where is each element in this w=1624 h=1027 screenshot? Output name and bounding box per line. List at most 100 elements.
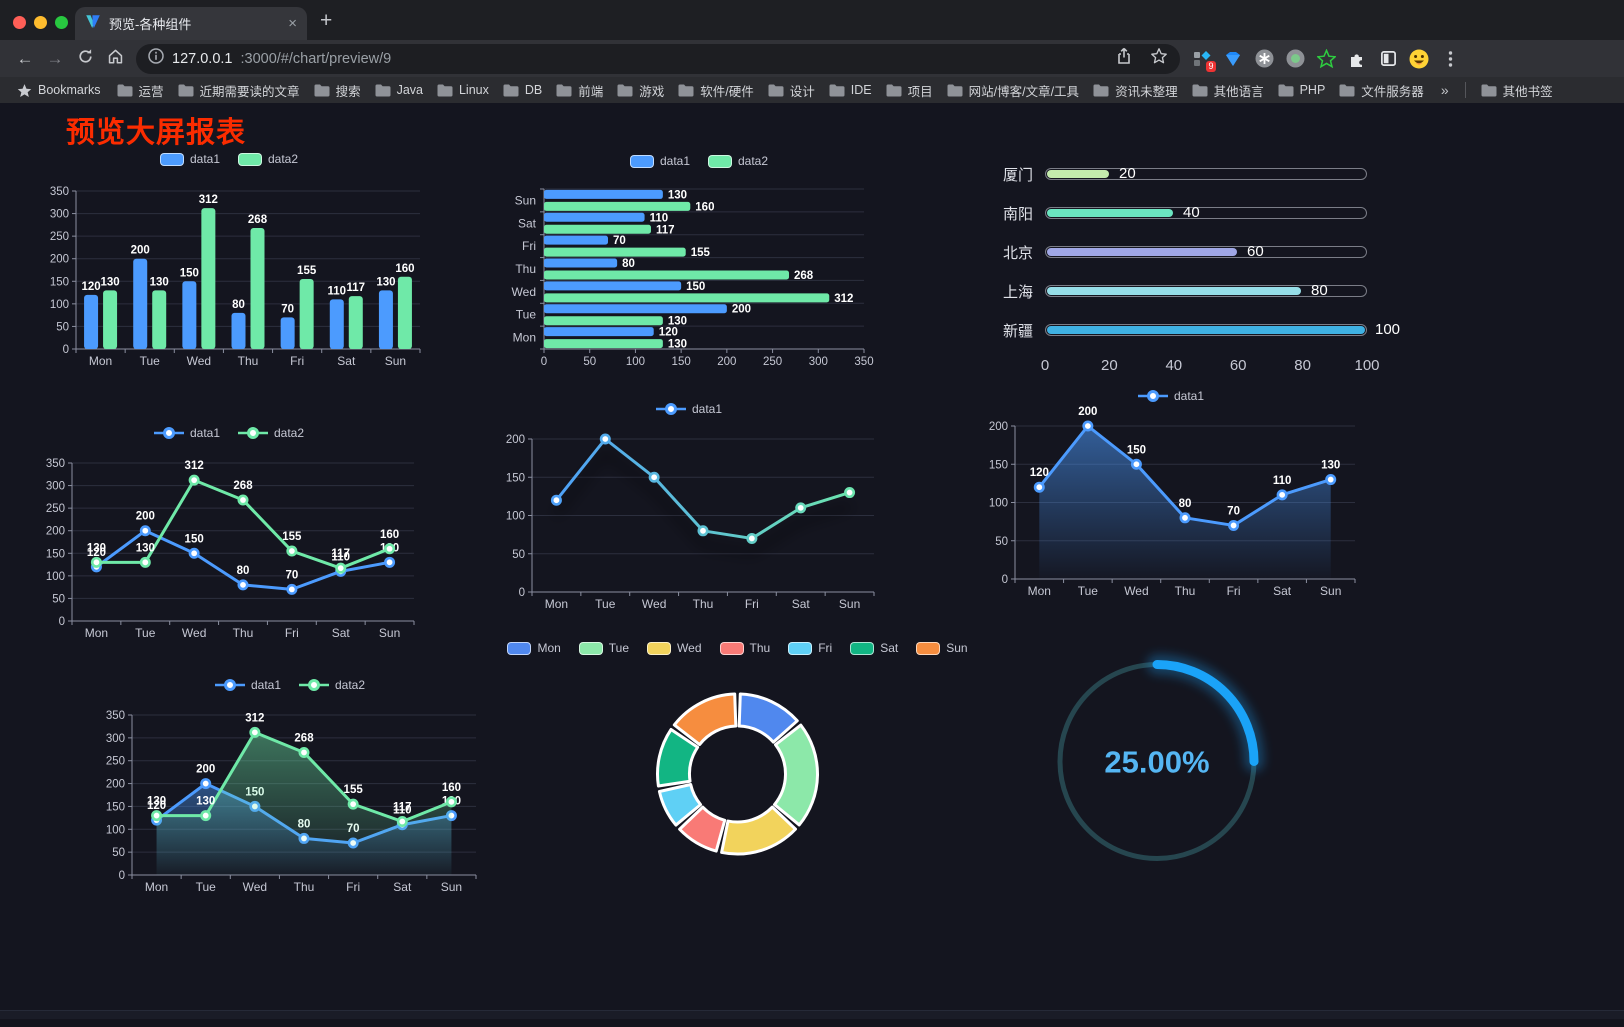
legend-item-data2[interactable]: data2 (708, 154, 768, 168)
bookmark-folder-PHP[interactable]: PHP (1271, 83, 1333, 97)
legend-item-data1[interactable]: data1 (153, 426, 220, 440)
legend-item-data2[interactable]: data2 (238, 152, 298, 166)
legend-item-data1[interactable]: data1 (629, 154, 690, 168)
svg-text:Wed: Wed (512, 285, 536, 299)
donut-slice-Wed[interactable] (720, 805, 797, 856)
bookmark-folder-资讯未整理[interactable]: 资讯未整理 (1086, 81, 1185, 100)
legend-item-Wed[interactable]: Wed (647, 641, 702, 655)
bookmark-folder-网站/博客/文章/工具[interactable]: 网站/博客/文章/工具 (940, 81, 1086, 100)
svg-text:268: 268 (294, 732, 314, 744)
svg-text:200: 200 (136, 511, 155, 523)
puzzle-extensions-icon[interactable] (1347, 49, 1367, 69)
svg-text:50: 50 (56, 321, 69, 333)
legend-item-Sun[interactable]: Sun (916, 641, 968, 655)
svg-text:Mon: Mon (513, 331, 536, 345)
progress-row-新疆: 新疆 100 (993, 317, 1400, 343)
extension-blocks-icon[interactable]: 9 (1192, 49, 1216, 72)
green-star-icon[interactable] (1316, 49, 1336, 69)
progress-label: 北京 (1002, 244, 1033, 262)
zoom-window-button[interactable] (55, 16, 68, 29)
green-dot-circle-icon[interactable] (1285, 49, 1305, 69)
svg-text:Wed: Wed (1124, 584, 1148, 598)
bookmark-folder-项目[interactable]: 项目 (879, 81, 940, 100)
bookmark-folders: 运营 近期需要读的文章 搜索 Java Linux DB 前端 游戏 软件/硬件 设计 IDE 项目网… (110, 81, 1431, 100)
active-tab[interactable]: 预览-各种组件 × (75, 7, 307, 40)
donut-slice-Sun[interactable] (672, 692, 738, 747)
donut-slice-Mon[interactable] (737, 692, 799, 744)
bookmark-folder-软件/硬件[interactable]: 软件/硬件 (671, 81, 760, 100)
bookmark-folder-IDE[interactable]: IDE (822, 83, 879, 97)
svg-text:350: 350 (46, 458, 65, 470)
bookmarks-manager[interactable]: Bookmarks (10, 83, 108, 98)
bookmark-folder-文件服务器[interactable]: 文件服务器 (1332, 81, 1431, 100)
legend-item-data1[interactable]: data1 (159, 152, 220, 166)
donut-slice-Fri[interactable] (657, 783, 703, 827)
address-bar[interactable]: 127.0.0.1:3000/#/chart/preview/9 (136, 43, 1180, 74)
other-bookmarks[interactable]: 其他书签 (1474, 81, 1560, 100)
site-info-icon[interactable] (148, 48, 164, 69)
bookmark-folder-设计[interactable]: 设计 (761, 81, 822, 100)
donut-slice-Sat[interactable] (656, 727, 700, 788)
chart-legend: data1 data2 (153, 423, 304, 443)
donut-slice-Thu[interactable] (678, 805, 727, 853)
svg-text:Tue: Tue (1078, 584, 1099, 598)
svg-text:110: 110 (1273, 475, 1292, 487)
donut-slice-Tue[interactable] (773, 723, 819, 827)
forward-icon[interactable]: → (46, 48, 64, 68)
progress-track: 60 (1045, 243, 1367, 260)
bookmark-star-icon[interactable] (1150, 47, 1168, 70)
legend-item-Tue[interactable]: Tue (578, 641, 629, 655)
svg-text:Sun: Sun (441, 880, 462, 894)
asterisk-circle-icon[interactable] (1254, 49, 1274, 69)
svg-text:Wed: Wed (642, 597, 666, 611)
svg-text:350: 350 (854, 356, 873, 368)
legend-item-data1[interactable]: data1 (1137, 389, 1204, 403)
minimize-window-button[interactable] (34, 16, 47, 29)
bookmark-folder-近期需要读的文章[interactable]: 近期需要读的文章 (171, 81, 307, 100)
svg-text:150: 150 (506, 472, 525, 484)
progress-row-北京: 北京 60 (993, 239, 1367, 265)
svg-text:130: 130 (668, 339, 687, 351)
bookmark-folder-运营[interactable]: 运营 (110, 81, 171, 100)
progress-value: 20 (1119, 165, 1136, 182)
bookmarks-overflow-chevron[interactable]: » (1440, 82, 1449, 98)
new-tab-button[interactable]: + (320, 9, 333, 32)
svg-text:130: 130 (668, 316, 687, 328)
legend-item-data2[interactable]: data2 (299, 678, 365, 692)
vue-devtools-gem-icon[interactable] (1223, 49, 1243, 69)
svg-text:0: 0 (519, 587, 525, 599)
svg-text:150: 150 (989, 459, 1008, 471)
svg-text:Thu: Thu (233, 626, 254, 640)
bookmark-folder-Java[interactable]: Java (368, 83, 430, 97)
reading-list-icon[interactable] (1378, 49, 1398, 69)
svg-text:120: 120 (87, 547, 106, 559)
legend-item-data1[interactable]: data1 (214, 678, 281, 692)
legend-item-data2[interactable]: data2 (238, 426, 304, 440)
extensions-area: 9 (1192, 49, 1460, 72)
legend-item-Mon[interactable]: Mon (507, 641, 561, 655)
legend-item-data1[interactable]: data1 (655, 402, 722, 416)
bookmark-folder-搜索[interactable]: 搜索 (307, 81, 368, 100)
legend-item-Thu[interactable]: Thu (719, 641, 770, 655)
kebab-menu-icon[interactable] (1440, 49, 1460, 69)
close-window-button[interactable] (13, 16, 26, 29)
bookmark-folder-其他语言[interactable]: 其他语言 (1185, 81, 1271, 100)
bookmark-folder-游戏[interactable]: 游戏 (610, 81, 671, 100)
svg-text:117: 117 (393, 802, 412, 814)
reload-icon[interactable] (70, 48, 100, 70)
legend-item-Fri[interactable]: Fri (788, 641, 832, 655)
chart-gauge: 25.00% (1032, 631, 1282, 886)
bookmark-folder-DB[interactable]: DB (496, 83, 549, 97)
legend-item-Sat[interactable]: Sat (850, 641, 898, 655)
back-icon[interactable]: ← (16, 48, 34, 68)
bookmark-folder-前端[interactable]: 前端 (549, 81, 610, 100)
tab-close-icon[interactable]: × (288, 15, 297, 32)
share-icon[interactable] (1116, 47, 1132, 70)
bookmark-folder-Linux[interactable]: Linux (430, 83, 496, 97)
svg-text:Fri: Fri (290, 354, 304, 368)
emoji-face-icon[interactable] (1409, 49, 1429, 69)
home-icon[interactable] (100, 48, 130, 70)
svg-text:300: 300 (50, 209, 69, 221)
svg-text:130: 130 (196, 796, 215, 808)
svg-text:Wed: Wed (187, 354, 211, 368)
